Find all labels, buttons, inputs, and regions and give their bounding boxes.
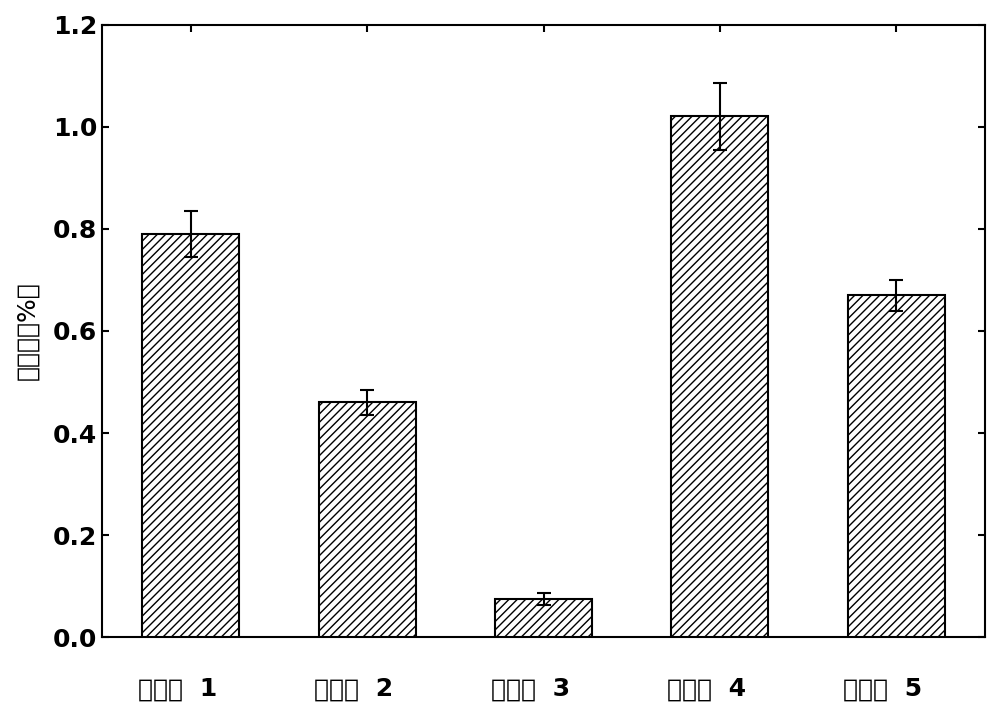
Bar bbox=[671, 117, 768, 637]
Text: 3: 3 bbox=[544, 677, 570, 701]
Text: 5: 5 bbox=[896, 677, 922, 701]
Text: 实施例: 实施例 bbox=[314, 677, 367, 701]
Text: 4: 4 bbox=[720, 677, 746, 701]
Bar bbox=[848, 295, 945, 637]
Text: 2: 2 bbox=[367, 677, 393, 701]
Text: 实施例: 实施例 bbox=[667, 677, 720, 701]
Bar bbox=[495, 599, 592, 637]
Text: 1: 1 bbox=[191, 677, 217, 701]
Text: 实施例: 实施例 bbox=[843, 677, 896, 701]
Bar bbox=[142, 234, 239, 637]
Bar bbox=[319, 402, 416, 637]
Text: 实施例: 实施例 bbox=[491, 677, 544, 701]
Y-axis label: 氯含量（%）: 氯含量（%） bbox=[15, 281, 39, 380]
Text: 实施例: 实施例 bbox=[138, 677, 191, 701]
